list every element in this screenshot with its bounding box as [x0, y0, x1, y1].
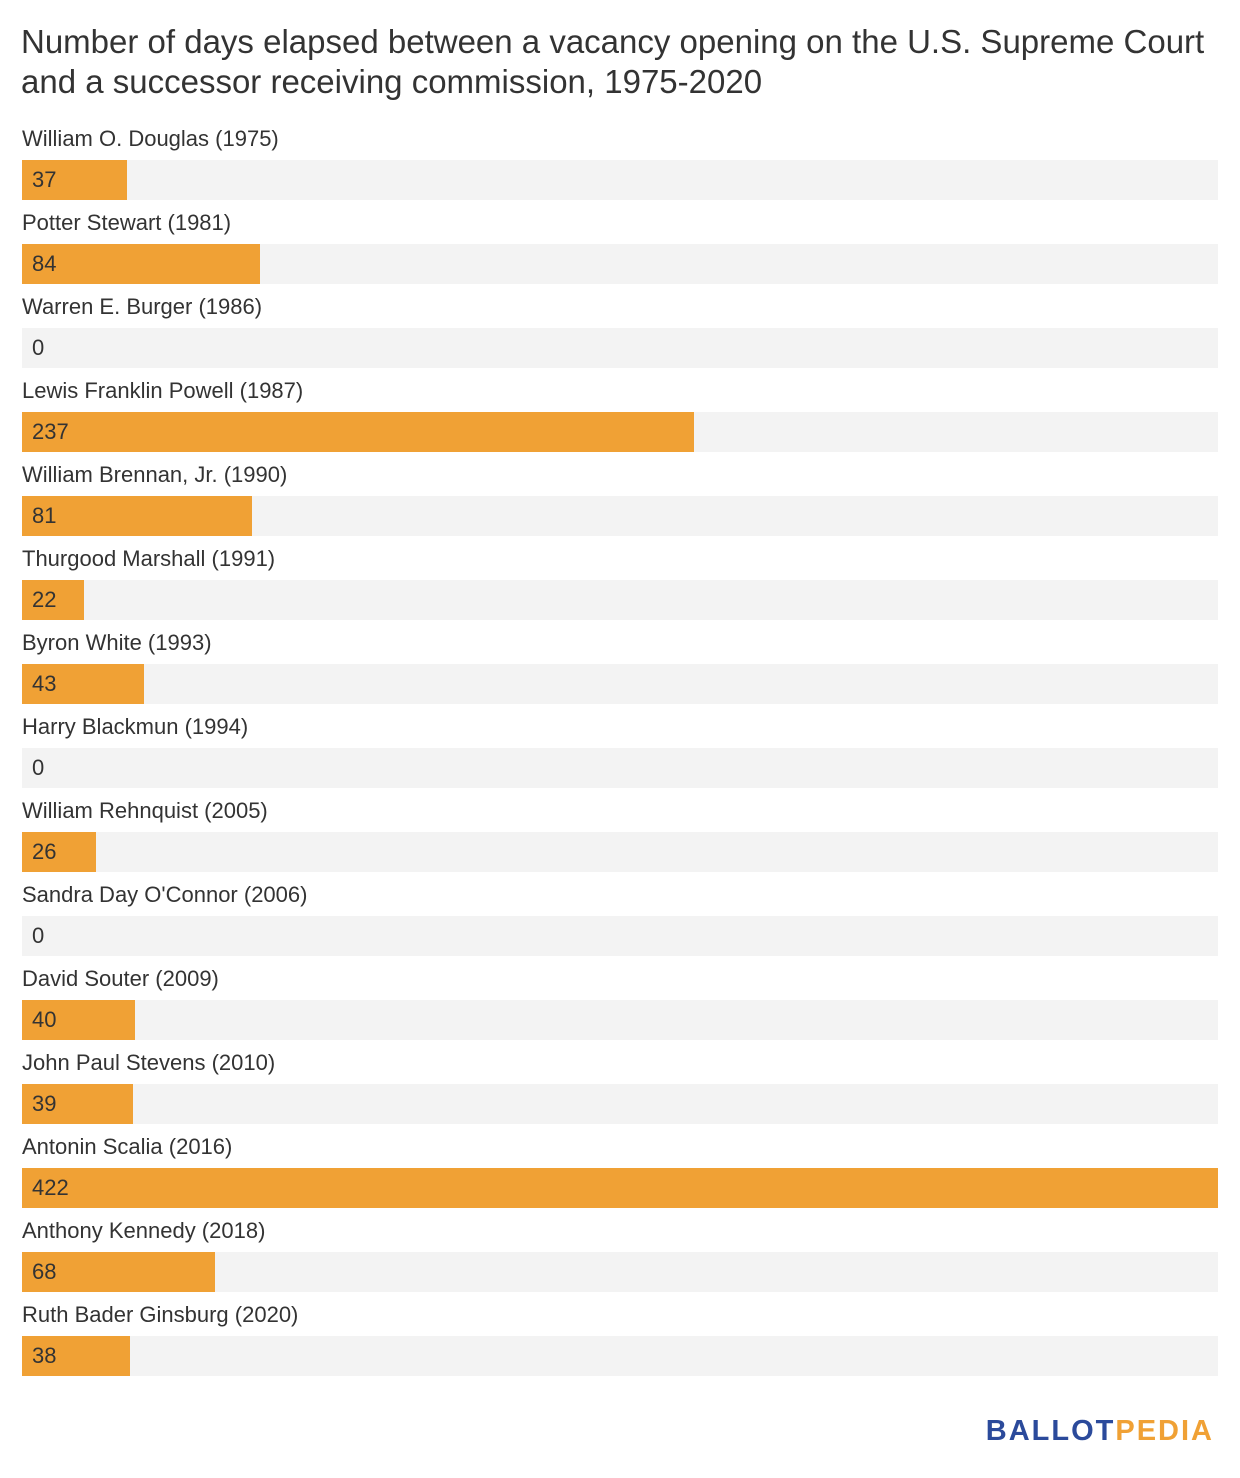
bar-category-label: Harry Blackmun (1994): [22, 714, 249, 739]
bar-row: Lewis Franklin Powell (1987) 237: [22, 370, 1218, 454]
bar-chart: William O. Douglas (1975) 37 Potter Stewar…: [22, 118, 1218, 1378]
bar-row: John Paul Stevens (2010) 39: [22, 1042, 1218, 1126]
bar-value-label: 40: [32, 1007, 57, 1032]
bar-category-label: Antonin Scalia (2016): [22, 1134, 233, 1159]
bar-row: Harry Blackmun (1994) 0: [22, 706, 1218, 790]
bar-row: Anthony Kennedy (2018) 68: [22, 1210, 1218, 1294]
bar-row: Warren E. Burger (1986) 0: [22, 286, 1218, 370]
bar-category-label: David Souter (2009): [22, 966, 219, 991]
bar-track: 43: [22, 664, 1218, 704]
bar-value-label: 422: [32, 1175, 69, 1200]
bar: [22, 160, 127, 200]
bar-track: 0: [22, 748, 1218, 788]
bar-category-label: William O. Douglas (1975): [22, 126, 279, 151]
brand-part-2: PEDIA: [1115, 1415, 1214, 1447]
bar: [22, 580, 84, 620]
bar-track: 39: [22, 1084, 1218, 1124]
bar-row: Ruth Bader Ginsburg (2020) 38: [22, 1294, 1218, 1378]
bar-track: 0: [22, 916, 1218, 956]
bar: [22, 832, 96, 872]
bar-value-label: 81: [32, 503, 57, 528]
bar-track: 38: [22, 1336, 1218, 1376]
bar: [22, 244, 260, 284]
bar-row: Potter Stewart (1981) 84: [22, 202, 1218, 286]
bar-value-label: 0: [32, 335, 45, 360]
bar-value-label: 43: [32, 671, 57, 696]
bar-row: Antonin Scalia (2016) 422: [22, 1126, 1218, 1210]
bar-track: 22: [22, 580, 1218, 620]
bar-category-label: Potter Stewart (1981): [22, 210, 232, 235]
bar-track: 0: [22, 328, 1218, 368]
bar-row: William Rehnquist (2005) 26: [22, 790, 1218, 874]
bar-category-label: William Brennan, Jr. (1990): [22, 462, 288, 487]
bar-track: 40: [22, 1000, 1218, 1040]
bar-category-label: Sandra Day O'Connor (2006): [22, 882, 308, 907]
bar-category-label: Ruth Bader Ginsburg (2020): [22, 1302, 299, 1327]
bar-track: 68: [22, 1252, 1218, 1292]
bar-track: 237: [22, 412, 1218, 452]
bar-track: 37: [22, 160, 1218, 200]
bar-row: Thurgood Marshall (1991) 22: [22, 538, 1218, 622]
bar-value-label: 84: [32, 251, 57, 276]
bar-value-label: 68: [32, 1259, 57, 1284]
bar-value-label: 0: [32, 923, 45, 948]
bar-value-label: 237: [32, 419, 69, 444]
bar-value-label: 0: [32, 755, 45, 780]
bar-value-label: 38: [32, 1343, 57, 1368]
bar-category-label: Anthony Kennedy (2018): [22, 1218, 266, 1243]
ballotpedia-logo: BALLOTPEDIA: [986, 1415, 1214, 1447]
brand-part-1: BALLOT: [985, 1415, 1116, 1447]
bar-category-label: Lewis Franklin Powell (1987): [22, 378, 304, 403]
bar-category-label: John Paul Stevens (2010): [22, 1050, 276, 1075]
bar-track: 26: [22, 832, 1218, 872]
bar-category-label: Warren E. Burger (1986): [22, 294, 263, 319]
bar: [22, 1084, 133, 1124]
chart-title: Number of days elapsed between a vacancy…: [21, 23, 1205, 100]
bar: [22, 664, 144, 704]
bar-category-label: William Rehnquist (2005): [22, 798, 268, 823]
bar-row: William Brennan, Jr. (1990) 81: [22, 454, 1218, 538]
bar: [22, 496, 252, 536]
bar: [22, 1252, 215, 1292]
bar-value-label: 39: [32, 1091, 57, 1116]
bar-row: Sandra Day O'Connor (2006) 0: [22, 874, 1218, 958]
bar-value-label: 26: [32, 839, 57, 864]
bar-category-label: Thurgood Marshall (1991): [22, 546, 276, 571]
bar-track: 422: [22, 1168, 1218, 1208]
bar-value-label: 22: [32, 587, 57, 612]
bar-value-label: 37: [32, 167, 57, 192]
bar: [22, 1336, 130, 1376]
bar-row: Byron White (1993) 43: [22, 622, 1218, 706]
bar-row: William O. Douglas (1975) 37: [22, 118, 1218, 202]
bar: [22, 412, 694, 452]
bar-row: David Souter (2009) 40: [22, 958, 1218, 1042]
bar: [22, 1168, 1218, 1208]
bar-track: 84: [22, 244, 1218, 284]
bar: [22, 1000, 135, 1040]
bar-track: 81: [22, 496, 1218, 536]
bar-category-label: Byron White (1993): [22, 630, 212, 655]
